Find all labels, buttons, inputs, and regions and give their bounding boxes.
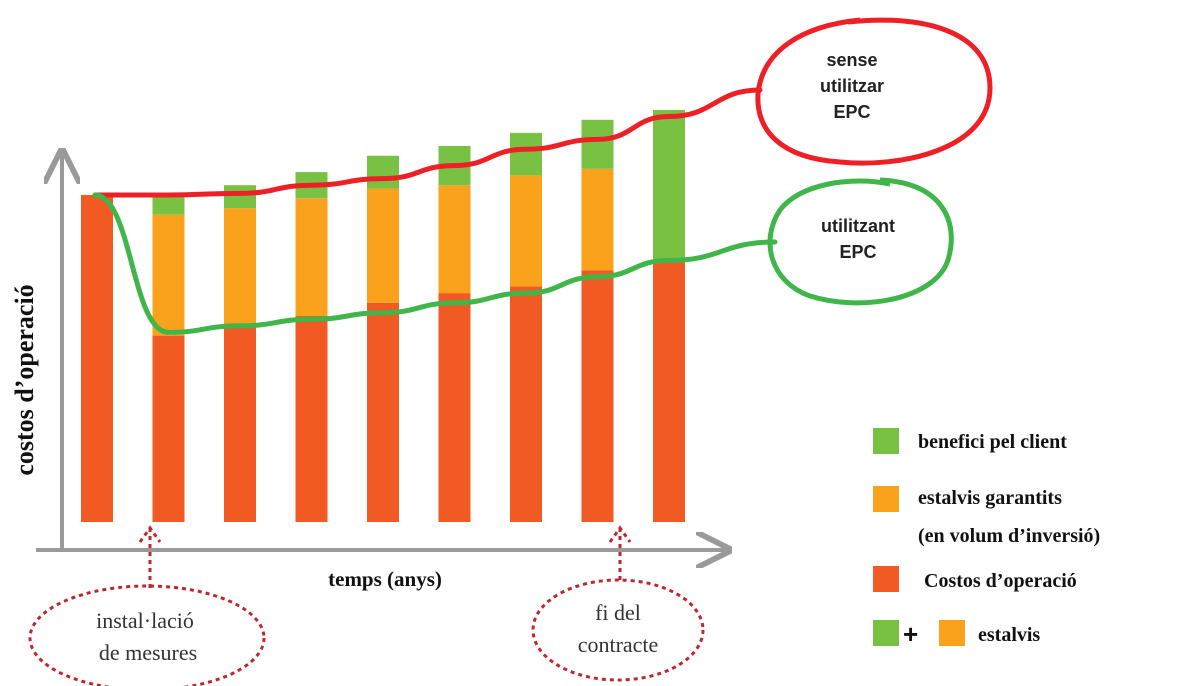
y-axis-label: costos d’operació [10, 284, 39, 475]
without-epc-label-line1: sense [826, 50, 877, 70]
bar-benefit-9 [653, 109, 685, 261]
bar-operating-2 [152, 335, 185, 522]
bar-guaranteed-7 [510, 175, 542, 287]
legend: benefici pel client estalvis garantits (… [873, 428, 1100, 649]
bar-group [81, 109, 685, 522]
legend-swatch-guaranteed [873, 486, 899, 512]
line-with-epc [92, 192, 778, 335]
legend-label-guaranteed-line1: estalvis garantits [918, 487, 1062, 509]
with-epc-ellipse [767, 177, 954, 306]
bar-benefit-2 [152, 195, 185, 215]
bar-operating-8 [581, 270, 614, 522]
bar-benefit-8 [581, 119, 614, 169]
legend-label-operating: Costos d’operació [924, 570, 1077, 592]
bar-guaranteed-2 [152, 214, 185, 336]
installation-label-line2: de mesures [99, 640, 197, 665]
bar-guaranteed-5 [367, 188, 399, 303]
bar-operating-7 [510, 286, 542, 522]
bar-operating-6 [438, 293, 471, 522]
legend-swatch-benefit [873, 428, 899, 454]
installation-marker [28, 525, 266, 686]
bar-operating-1 [81, 195, 113, 522]
bar-benefit-3 [224, 185, 256, 209]
legend-label-guaranteed-line2: (en volum d’inversió) [918, 525, 1100, 547]
bar-benefit-7 [510, 132, 542, 176]
legend-label-benefit: benefici pel client [918, 431, 1067, 453]
line-without-epc [92, 87, 763, 198]
bar-guaranteed-8 [581, 168, 614, 271]
legend-swatch-savings-orange [939, 620, 965, 646]
x-axis-label: temps (anys) [328, 567, 442, 591]
legend-label-savings: estalvis [978, 624, 1040, 646]
legend-swatch-savings-green [873, 620, 899, 646]
bar-guaranteed-4 [295, 198, 328, 316]
bar-guaranteed-3 [224, 208, 256, 326]
contract-end-label-line2: contracte [578, 632, 659, 657]
line-group [92, 87, 778, 335]
installation-label-line1: instal·lació [96, 608, 194, 633]
with-epc-label-line1: utilitzant [821, 216, 895, 236]
bar-operating-5 [367, 302, 399, 522]
bar-operating-3 [224, 325, 256, 522]
without-epc-label-line2: utilitzar [820, 76, 884, 96]
bar-benefit-5 [367, 155, 399, 189]
bar-operating-4 [295, 315, 328, 522]
legend-plus-sign: + [903, 619, 918, 649]
without-epc-ellipse [755, 17, 993, 166]
without-epc-label-line3: EPC [833, 102, 870, 122]
legend-swatch-operating [873, 566, 899, 592]
bar-guaranteed-6 [438, 185, 471, 294]
with-epc-label-line2: EPC [839, 242, 876, 262]
contract-end-label-line1: fi del [595, 600, 641, 625]
contract-end-marker [531, 525, 705, 682]
bar-operating-9 [653, 260, 685, 522]
